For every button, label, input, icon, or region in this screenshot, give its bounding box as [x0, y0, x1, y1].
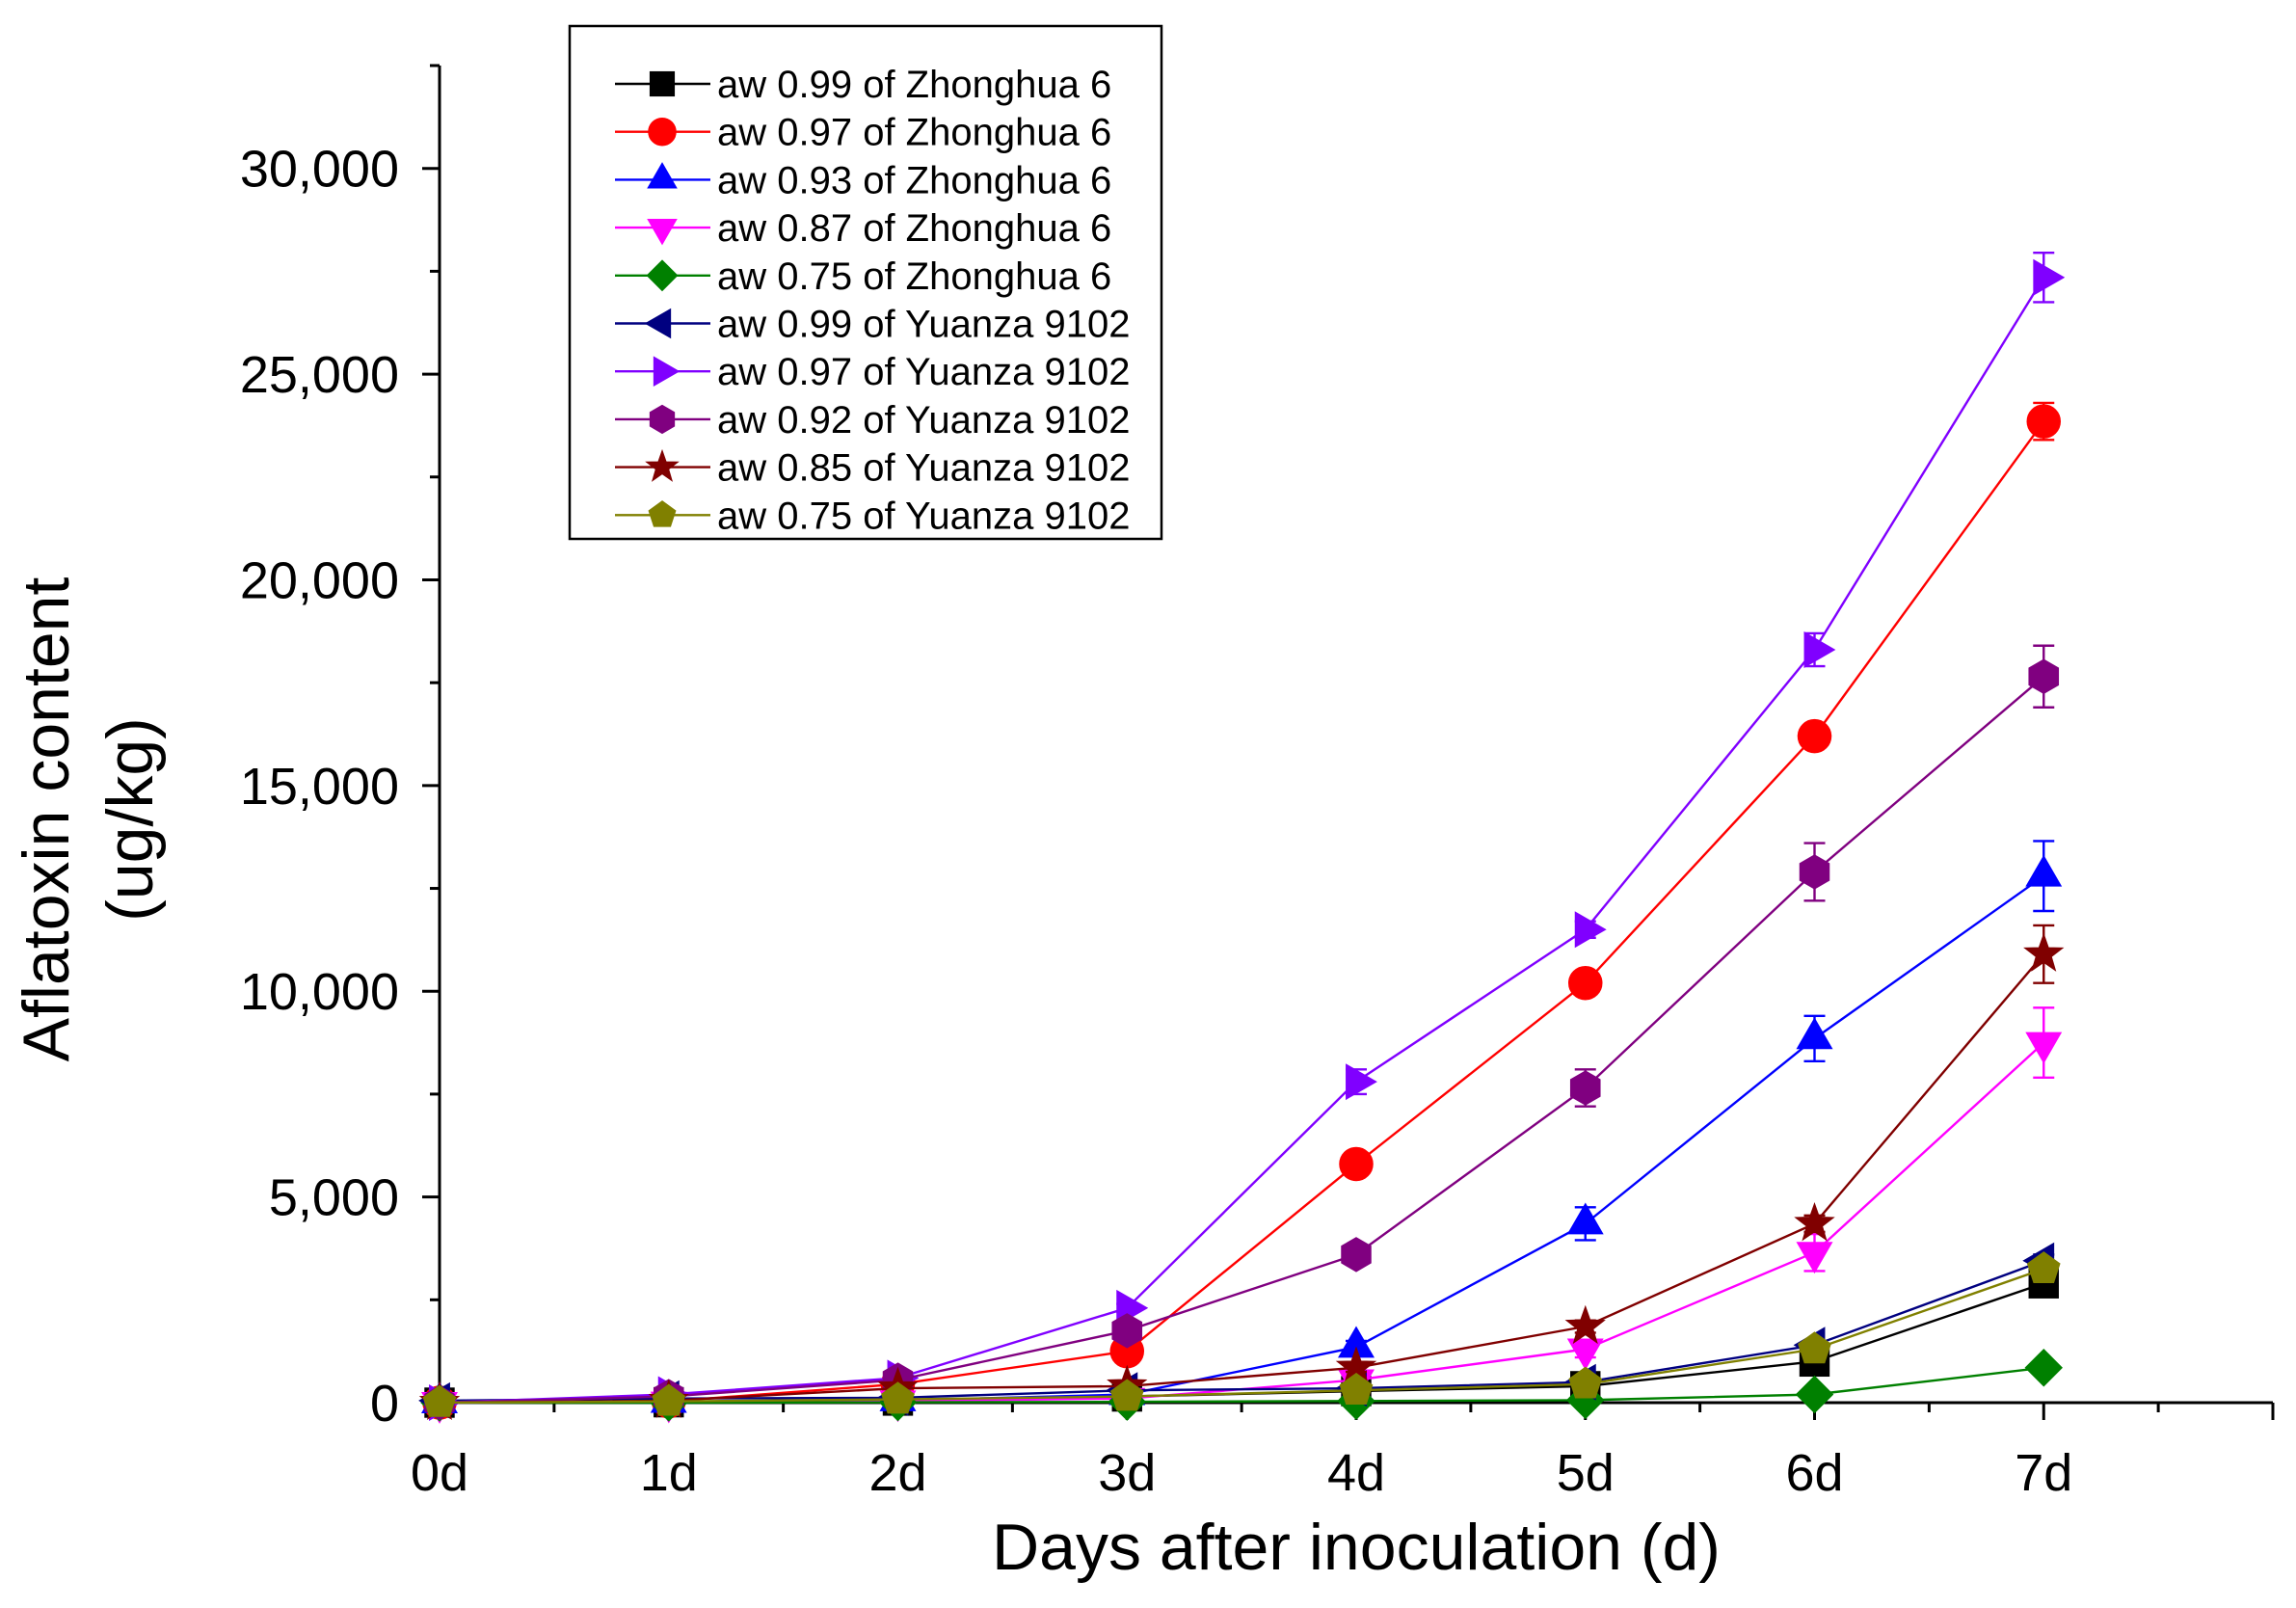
legend-label: aw 0.97 of Yuanza 9102	[717, 351, 1131, 393]
x-tick-label: 5d	[1557, 1444, 1615, 1502]
series-7-point-6d	[1803, 630, 1836, 669]
series-9-point-5d	[1564, 1304, 1606, 1345]
series-7-line	[439, 277, 2045, 1405]
legend-entry-10: aw 0.75 of Yuanza 9102	[615, 495, 1131, 537]
legend-marker-diamond	[646, 259, 679, 292]
series-10-point-4d	[1339, 1372, 1374, 1405]
legend-entry-5: aw 0.75 of Zhonghua 6	[615, 255, 1111, 298]
series-10-point-3d	[1109, 1379, 1144, 1411]
series-9-point-7d	[2023, 932, 2065, 972]
legend-label: aw 0.85 of Yuanza 9102	[717, 447, 1131, 490]
series-10-line	[439, 1268, 2044, 1405]
legend-label: aw 0.92 of Yuanza 9102	[717, 399, 1131, 442]
series-2-point-5d	[1568, 965, 1603, 1001]
legend-entry-6: aw 0.99 of Yuanza 9102	[615, 304, 1131, 346]
series-5-point-6d	[1795, 1375, 1834, 1414]
legend-marker-circle	[648, 117, 677, 147]
series-7-point-4d	[1346, 1063, 1377, 1101]
series-2-point-4d	[1339, 1146, 1374, 1182]
y-tick-label: 30,000	[240, 141, 399, 199]
y-tick-label: 0	[370, 1375, 399, 1433]
series-10-point-6d	[1798, 1331, 1831, 1364]
legend-label: aw 0.75 of Yuanza 9102	[717, 495, 1131, 537]
series-2-point-7d	[2026, 404, 2061, 439]
series-10-point-2d	[881, 1381, 915, 1414]
series-8-point-6d	[1799, 854, 1830, 890]
legend-marker-square	[649, 70, 676, 97]
series-9-point-6d	[1794, 1202, 1835, 1242]
series-3-point-6d	[1796, 1017, 1833, 1050]
x-tick-label: 0d	[411, 1444, 468, 1502]
series-10-point-7d	[2026, 1251, 2061, 1284]
series-4-point-6d	[1796, 1242, 1833, 1274]
series-8-point-7d	[2028, 658, 2060, 694]
legend-marker-triangle-right	[653, 356, 681, 387]
legend-marker-star	[645, 448, 680, 482]
legend-entry-3: aw 0.93 of Zhonghua 6	[615, 159, 1111, 201]
legend-entry-1: aw 0.99 of Zhonghua 6	[615, 64, 1111, 106]
legend-marker-hexagon	[649, 404, 676, 435]
series-10	[422, 1251, 2061, 1417]
series-5-point-7d	[2024, 1348, 2063, 1387]
legend-label: aw 0.87 of Zhonghua 6	[717, 207, 1111, 250]
y-axis-unit: (ug/kg)	[93, 717, 167, 922]
series-3-point-5d	[1566, 1202, 1604, 1235]
x-tick-label: 4d	[1327, 1444, 1385, 1502]
x-tick-label: 1d	[640, 1444, 698, 1502]
y-axis-title: Aflatoxin content	[10, 577, 83, 1062]
legend-label: aw 0.99 of Yuanza 9102	[717, 304, 1131, 346]
y-tick-label: 25,000	[240, 346, 399, 404]
legend-entry-2: aw 0.97 of Zhonghua 6	[615, 112, 1111, 154]
legend-marker-triangle-up	[647, 162, 678, 189]
series-8-point-3d	[1111, 1313, 1143, 1349]
legend-entry-7: aw 0.97 of Yuanza 9102	[615, 351, 1131, 393]
y-tick-label: 15,000	[240, 758, 399, 816]
series-7-point-5d	[1574, 911, 1607, 949]
series-10-point-0d	[422, 1384, 457, 1417]
x-tick-label: 3d	[1098, 1444, 1156, 1502]
series-8-line	[439, 675, 2045, 1405]
y-tick-label: 10,000	[240, 963, 399, 1021]
y-tick-label: 20,000	[240, 552, 399, 610]
y-tick-label: 5,000	[269, 1169, 399, 1227]
legend: aw 0.99 of Zhonghua 6 aw 0.97 of Zhonghua…	[568, 24, 1163, 541]
legend-marker-triangle-down	[647, 218, 678, 246]
legend-marker-triangle-left	[644, 308, 672, 339]
legend-label: aw 0.75 of Zhonghua 6	[717, 255, 1111, 298]
series-10-point-1d	[652, 1383, 686, 1416]
legend-entry-9: aw 0.85 of Yuanza 9102	[615, 447, 1131, 490]
series-4-point-5d	[1566, 1338, 1604, 1371]
series-5-line	[440, 1366, 2044, 1405]
x-tick-label: 6d	[1785, 1444, 1843, 1502]
x-tick-label: 7d	[2015, 1444, 2072, 1502]
plot-axes: 0 5,000 10,000 15,000 20,000 25,000 30,000 0d 1d…	[240, 64, 2275, 1502]
series-8-point-5d	[1569, 1070, 1601, 1106]
series-3-point-7d	[2025, 854, 2063, 887]
series-layer	[418, 251, 2066, 1424]
legend-label: aw 0.99 of Zhonghua 6	[717, 64, 1111, 106]
series-4-point-7d	[2025, 1032, 2063, 1064]
series-9-line	[439, 953, 2045, 1405]
x-tick-label: 2d	[868, 1444, 926, 1502]
series-8-point-4d	[1341, 1237, 1372, 1273]
legend-label: aw 0.93 of Zhonghua 6	[717, 159, 1111, 201]
series-7-point-7d	[2033, 258, 2066, 296]
series-10-point-5d	[1568, 1366, 1603, 1399]
legend-marker-pentagon	[648, 500, 677, 527]
legend-entry-4: aw 0.87 of Zhonghua 6	[615, 207, 1111, 250]
legend-label: aw 0.97 of Zhonghua 6	[717, 112, 1111, 154]
series-2-point-6d	[1797, 718, 1832, 754]
legend-entry-8: aw 0.92 of Yuanza 9102	[615, 399, 1131, 442]
x-axis-title: Days after inoculation (d)	[992, 1511, 1721, 1584]
